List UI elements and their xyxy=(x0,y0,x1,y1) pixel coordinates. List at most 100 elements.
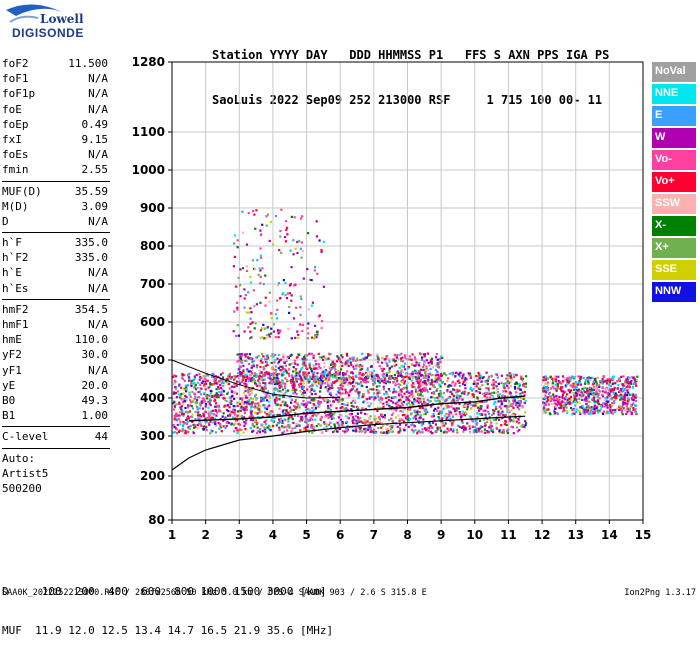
echo-point xyxy=(616,380,619,383)
echo-point xyxy=(572,409,576,412)
echo-point xyxy=(241,379,244,382)
echo-point xyxy=(336,399,339,402)
echo-point xyxy=(519,393,522,397)
echo-point xyxy=(325,387,328,390)
echo-point xyxy=(635,384,638,387)
echo-point xyxy=(440,412,443,415)
echo-point xyxy=(552,393,555,396)
muf-distance-row: D 100 200 400 600 800 1000 1500 3000 [km… xyxy=(2,585,327,598)
echo-point xyxy=(418,389,421,392)
echo-point xyxy=(199,421,202,424)
echo-point xyxy=(196,398,199,402)
echo-point xyxy=(421,356,424,359)
echo-point xyxy=(472,388,475,391)
echo-point xyxy=(259,254,262,257)
echo-point xyxy=(424,412,427,415)
echo-point xyxy=(273,374,276,377)
echo-point xyxy=(387,388,390,391)
echo-point xyxy=(295,425,298,428)
echo-point xyxy=(425,383,428,386)
echo-point xyxy=(195,404,198,407)
x-tick-label: 5 xyxy=(302,528,310,542)
echo-point xyxy=(453,388,456,392)
echo-point xyxy=(385,431,389,435)
echo-point xyxy=(588,401,591,404)
echo-point xyxy=(437,406,440,409)
echo-point xyxy=(441,421,444,424)
x-tick-label: 4 xyxy=(269,528,277,542)
echo-point xyxy=(620,388,623,391)
echo-point xyxy=(510,409,513,412)
echo-point xyxy=(468,427,471,430)
echo-point xyxy=(475,423,478,426)
echo-point xyxy=(188,379,191,382)
echo-point xyxy=(307,419,310,422)
echo-point xyxy=(495,373,498,376)
echo-point xyxy=(221,378,224,381)
echo-point xyxy=(593,396,596,399)
echo-point xyxy=(260,423,263,426)
echo-point xyxy=(272,374,275,377)
echo-point xyxy=(551,385,554,388)
echo-point xyxy=(418,421,421,424)
echo-point xyxy=(429,367,432,371)
echo-point xyxy=(393,354,397,357)
echo-point xyxy=(204,405,207,408)
echo-point xyxy=(523,402,526,405)
echo-point xyxy=(308,378,311,381)
echo-point xyxy=(185,399,188,402)
echo-point xyxy=(192,423,195,426)
echo-point xyxy=(302,394,305,397)
echo-point xyxy=(368,396,371,399)
echo-point xyxy=(375,417,378,420)
echo-point xyxy=(281,431,284,434)
echo-point xyxy=(341,398,344,401)
echo-point xyxy=(215,392,218,396)
echo-point xyxy=(495,426,498,429)
echo-point xyxy=(446,390,449,393)
echo-point xyxy=(599,380,602,383)
echo-point xyxy=(427,361,430,364)
echo-point xyxy=(424,388,427,391)
echo-point xyxy=(471,393,474,396)
echo-point xyxy=(233,411,237,414)
echo-point xyxy=(264,429,267,432)
echo-point xyxy=(329,391,332,394)
echo-point xyxy=(473,404,476,407)
echo-point xyxy=(375,358,378,361)
echo-point xyxy=(455,428,458,431)
echo-point xyxy=(354,389,357,392)
echo-point xyxy=(185,417,189,420)
echo-point xyxy=(311,375,315,378)
echo-point xyxy=(234,422,237,425)
echo-point xyxy=(403,386,406,390)
echo-point xyxy=(389,377,392,380)
echo-point xyxy=(498,428,501,432)
echo-point xyxy=(275,403,278,406)
echo-point xyxy=(323,421,326,424)
echo-point xyxy=(239,428,242,431)
echo-point xyxy=(515,401,518,404)
echo-point xyxy=(222,390,225,393)
echo-point xyxy=(331,361,334,364)
echo-point xyxy=(406,396,409,399)
echo-point xyxy=(298,420,301,423)
echo-point xyxy=(185,386,188,390)
echo-point xyxy=(556,385,559,388)
echo-point xyxy=(303,361,306,365)
echo-point xyxy=(610,398,613,401)
echo-point xyxy=(544,375,547,378)
echo-point xyxy=(281,372,284,375)
echo-point xyxy=(394,378,397,381)
echo-point xyxy=(479,405,482,408)
param-label: D xyxy=(2,214,9,228)
echo-point xyxy=(229,413,232,416)
echo-point xyxy=(626,410,629,413)
echo-point xyxy=(446,427,449,430)
echo-point xyxy=(457,395,460,398)
echo-point xyxy=(276,299,279,302)
echo-point xyxy=(278,394,281,398)
echo-point xyxy=(340,381,343,384)
x-tick-label: 7 xyxy=(370,528,378,542)
echo-point xyxy=(293,284,296,287)
